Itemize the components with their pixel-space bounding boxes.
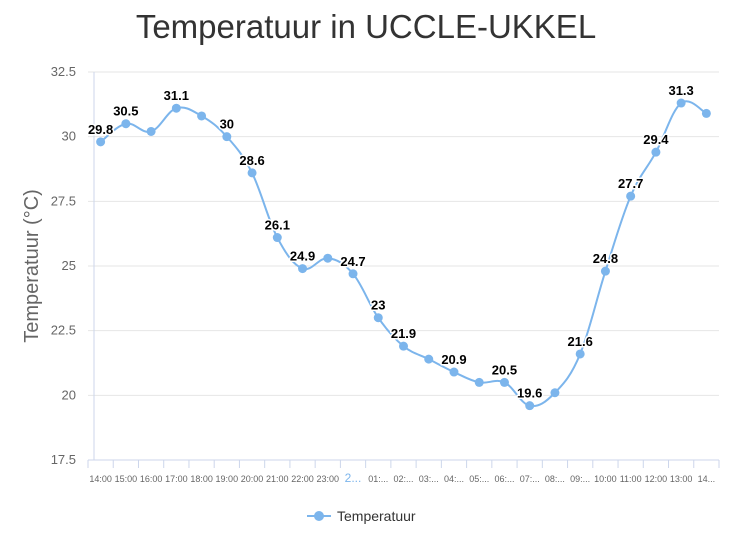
- data-point[interactable]: [600, 266, 610, 276]
- x-tick-label: 14:00: [89, 474, 112, 484]
- x-tick-label: 07:...: [520, 474, 540, 484]
- x-tick-label: 13:00: [670, 474, 693, 484]
- data-point[interactable]: [499, 377, 509, 387]
- data-label: 31.3: [668, 83, 693, 98]
- data-point[interactable]: [348, 269, 358, 279]
- data-point[interactable]: [474, 377, 484, 387]
- legend-item-label[interactable]: Temperatuur: [337, 508, 416, 524]
- x-tick-label: 15:00: [115, 474, 138, 484]
- x-tick-label: 19:00: [216, 474, 239, 484]
- data-point[interactable]: [121, 119, 131, 129]
- data-label: 30: [220, 117, 234, 132]
- x-tick-label: 02:...: [393, 474, 413, 484]
- data-label: 29.8: [88, 122, 113, 137]
- chart-title: Temperatuur in UCCLE-UKKEL: [135, 8, 597, 45]
- x-tick-label: 21:00: [266, 474, 289, 484]
- data-label: 21.9: [391, 326, 416, 341]
- x-tick-label: 11:00: [620, 474, 642, 484]
- data-label: 28.6: [239, 153, 264, 168]
- data-point[interactable]: [272, 233, 282, 243]
- x-tick-label: 18:00: [190, 474, 213, 484]
- data-point[interactable]: [399, 341, 408, 351]
- x-tick-label: 17:00: [165, 474, 188, 484]
- data-label: 20.5: [492, 362, 517, 377]
- data-label: 29.4: [643, 132, 669, 147]
- data-label: 24.9: [290, 249, 315, 264]
- data-label-layer: 29.830.5 31.1 30 28.6 26.1 24.9 24.7 23 21.9 20.9…: [86, 82, 695, 403]
- y-axis-title: Temperatuur (°C): [21, 189, 43, 343]
- data-point[interactable]: [575, 349, 585, 359]
- x-tick-label: 09:...: [570, 474, 590, 484]
- x-tick-label: 22:00: [291, 474, 314, 484]
- x-tick-label: 16:00: [140, 474, 163, 484]
- axis-layer: 17.5 20 22.5 25 27.5 30 32.5 14:00 15:00 16:00 17:…: [51, 64, 720, 485]
- data-label: 27.7: [618, 176, 643, 191]
- data-label: 26.1: [265, 218, 290, 233]
- data-label: 19.6: [517, 386, 542, 401]
- data-point[interactable]: [146, 126, 156, 136]
- series-layer: [96, 98, 711, 411]
- x-tick-label: 12:00: [645, 474, 668, 484]
- grid-layer: [88, 71, 719, 461]
- data-point[interactable]: [676, 98, 686, 108]
- x-tick-label: 01:...: [368, 474, 388, 484]
- data-point[interactable]: [626, 191, 636, 201]
- y-tick-label: 30: [62, 129, 76, 144]
- data-point[interactable]: [298, 264, 308, 274]
- legend[interactable]: Temperatuur: [307, 508, 416, 524]
- data-label: 20.9: [441, 352, 466, 367]
- x-tick-label: 03:...: [419, 474, 439, 484]
- data-point[interactable]: [222, 132, 232, 142]
- x-tick-label: 2...: [345, 471, 362, 485]
- y-tick-label: 20: [62, 387, 76, 402]
- data-point[interactable]: [424, 354, 434, 364]
- data-point[interactable]: [197, 111, 207, 121]
- x-tick-label: 06:...: [494, 474, 514, 484]
- data-label: 24.8: [593, 251, 618, 266]
- data-point[interactable]: [247, 168, 257, 178]
- data-point[interactable]: [323, 253, 333, 263]
- data-point[interactable]: [449, 367, 459, 377]
- x-tick-label: 10:00: [594, 474, 617, 484]
- data-label: 23: [371, 298, 385, 313]
- data-label: 30.5: [113, 104, 138, 119]
- data-point[interactable]: [373, 313, 383, 323]
- data-label: 24.7: [340, 254, 365, 269]
- data-point[interactable]: [701, 108, 711, 118]
- x-tick-label: 23:00: [317, 474, 340, 484]
- data-point[interactable]: [651, 147, 661, 157]
- x-tick-label: 14...: [698, 474, 716, 484]
- data-label: 21.6: [568, 334, 593, 349]
- data-point[interactable]: [525, 401, 535, 411]
- y-tick-label: 25: [62, 258, 76, 273]
- data-label: 31.1: [164, 88, 189, 103]
- y-tick-label: 27.5: [51, 193, 76, 208]
- y-tick-label: 17.5: [51, 452, 76, 467]
- x-tick-label: 04:...: [444, 474, 464, 484]
- data-point[interactable]: [550, 388, 560, 398]
- y-tick-label: 22.5: [51, 323, 76, 338]
- x-tick-label: 08:...: [545, 474, 565, 484]
- x-tick-label: 05:...: [469, 474, 489, 484]
- data-point[interactable]: [171, 103, 181, 113]
- legend-marker-icon: [314, 511, 324, 521]
- data-point[interactable]: [96, 137, 106, 147]
- x-tick-label: 20:00: [241, 474, 264, 484]
- y-tick-label: 32.5: [51, 64, 76, 79]
